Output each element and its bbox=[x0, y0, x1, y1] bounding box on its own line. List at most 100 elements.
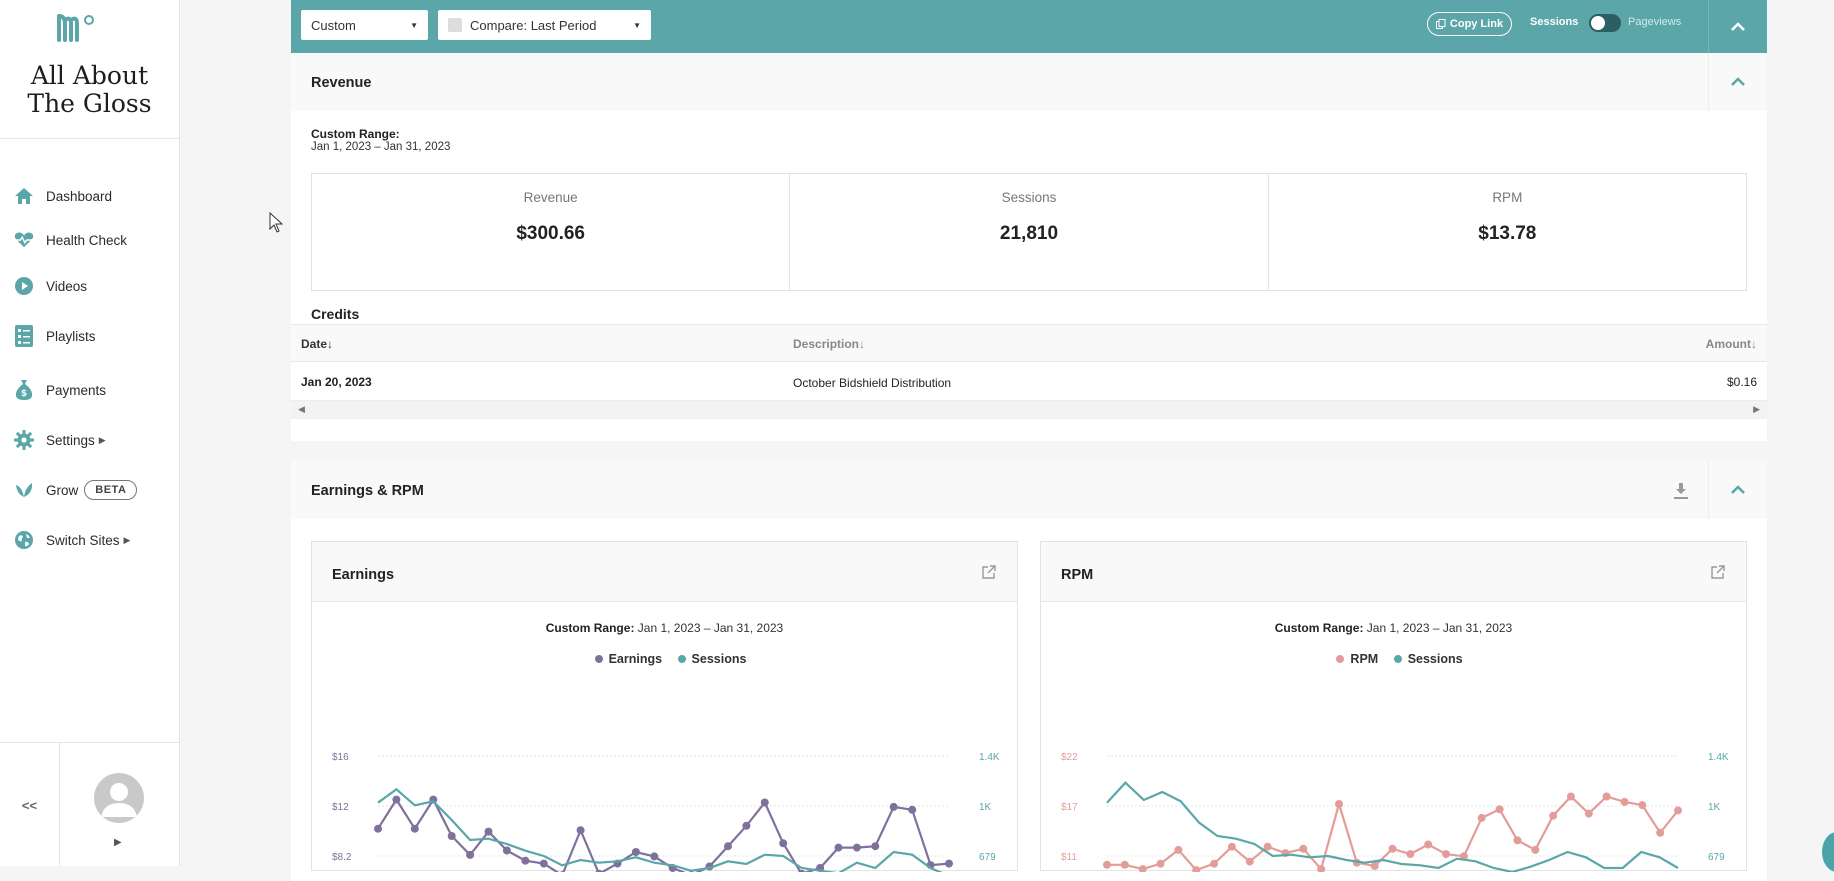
data-point[interactable] bbox=[410, 824, 419, 833]
data-point[interactable] bbox=[631, 848, 640, 856]
date-range-select[interactable]: Custom ▼ bbox=[301, 10, 428, 40]
data-point[interactable] bbox=[724, 842, 732, 851]
legend-earnings[interactable]: Earnings bbox=[608, 652, 663, 666]
data-point[interactable] bbox=[1620, 797, 1629, 806]
copy-link-button[interactable]: Copy Link bbox=[1427, 12, 1512, 36]
series-line-sessions bbox=[1106, 781, 1679, 872]
external-link-icon[interactable] bbox=[981, 564, 997, 580]
data-point[interactable] bbox=[889, 802, 898, 811]
legend-sessions[interactable]: Sessions bbox=[691, 652, 747, 666]
data-point[interactable] bbox=[650, 852, 659, 861]
sidebar-item-payments[interactable]: $ Payments bbox=[0, 380, 178, 400]
data-point[interactable] bbox=[1656, 828, 1665, 837]
logo-area: All About The Gloss bbox=[0, 0, 179, 139]
compare-swatch bbox=[448, 18, 462, 32]
data-point[interactable] bbox=[1174, 845, 1183, 854]
data-point[interactable] bbox=[1227, 842, 1236, 851]
sidebar-item-playlists[interactable]: Playlists bbox=[0, 325, 178, 347]
table-horizontal-scrollbar[interactable]: ◀ ▶ bbox=[291, 401, 1767, 419]
sidebar-item-settings[interactable]: Settings ▶ bbox=[0, 430, 178, 450]
rpm-chart: $22 1.4K $17 1K $11 679 bbox=[1061, 752, 1729, 872]
data-point[interactable] bbox=[447, 832, 456, 840]
home-icon bbox=[14, 186, 34, 206]
data-point[interactable] bbox=[466, 850, 475, 859]
caret-right-icon[interactable]: ▶ bbox=[114, 837, 122, 848]
data-point[interactable] bbox=[742, 821, 751, 830]
data-point[interactable] bbox=[852, 843, 861, 852]
chart-title: RPM bbox=[1061, 567, 1094, 583]
data-point[interactable] bbox=[1245, 857, 1254, 866]
sidebar-item-label: Dashboard bbox=[46, 188, 113, 204]
data-point[interactable] bbox=[945, 859, 953, 868]
compare-select[interactable]: Compare: Last Period ▼ bbox=[438, 10, 651, 40]
collapse-revenue-button[interactable] bbox=[1708, 53, 1767, 111]
site-logo[interactable] bbox=[56, 12, 104, 46]
data-point[interactable] bbox=[558, 871, 566, 872]
collapse-sidebar-button[interactable]: << bbox=[0, 743, 60, 867]
data-point[interactable] bbox=[374, 824, 382, 833]
column-amount[interactable]: Amount↓ bbox=[1706, 337, 1757, 351]
legend-rpm[interactable]: RPM bbox=[1350, 652, 1379, 666]
data-point[interactable] bbox=[484, 827, 493, 836]
revenue-panel: Revenue Custom Range: Jan 1, 2023 – Jan … bbox=[291, 53, 1767, 441]
data-point[interactable] bbox=[1424, 840, 1433, 849]
data-point[interactable] bbox=[1156, 859, 1165, 868]
data-point[interactable] bbox=[1477, 813, 1486, 822]
data-point[interactable] bbox=[1495, 805, 1504, 814]
column-description-label: Description bbox=[793, 337, 860, 351]
sidebar-item-switch-sites[interactable]: Switch Sites ▶ bbox=[0, 530, 178, 550]
data-point[interactable] bbox=[595, 869, 603, 872]
y-left-tick-label: $16 bbox=[332, 752, 349, 763]
data-point[interactable] bbox=[1442, 850, 1450, 859]
data-point[interactable] bbox=[1602, 792, 1611, 801]
data-point[interactable] bbox=[1531, 845, 1540, 854]
scroll-left-icon[interactable]: ◀ bbox=[298, 404, 305, 414]
data-point[interactable] bbox=[1210, 859, 1219, 868]
data-point[interactable] bbox=[1584, 809, 1593, 818]
data-point[interactable] bbox=[908, 805, 917, 814]
data-point[interactable] bbox=[1120, 860, 1129, 869]
legend-sessions[interactable]: Sessions bbox=[1407, 652, 1463, 666]
data-point[interactable] bbox=[392, 795, 401, 804]
sidebar-item-grow[interactable]: Grow BETA bbox=[0, 480, 178, 500]
data-point[interactable] bbox=[1674, 806, 1682, 815]
data-point[interactable] bbox=[1263, 842, 1272, 851]
column-description[interactable]: Description↓ bbox=[793, 337, 865, 351]
y-right-tick-label: 1.4K bbox=[1708, 752, 1729, 763]
data-point[interactable] bbox=[576, 826, 585, 835]
data-point[interactable] bbox=[1138, 865, 1147, 872]
collapse-toolbar-button[interactable] bbox=[1708, 0, 1767, 53]
sidebar-item-health-check[interactable]: Health Check bbox=[0, 230, 178, 250]
data-point[interactable] bbox=[1549, 811, 1558, 820]
data-point[interactable] bbox=[1566, 792, 1575, 801]
sidebar-item-videos[interactable]: Videos bbox=[0, 276, 178, 296]
data-point[interactable] bbox=[834, 843, 843, 852]
stat-value: 21,810 bbox=[999, 223, 1059, 244]
data-point[interactable] bbox=[779, 839, 788, 848]
column-date[interactable]: Date↓ bbox=[301, 337, 333, 351]
data-point[interactable] bbox=[1299, 844, 1308, 853]
data-point[interactable] bbox=[521, 856, 530, 865]
earnings-chart-card: Earnings Custom Range: Jan 1, 2023 – Jan… bbox=[311, 541, 1018, 872]
sessions-pageviews-toggle[interactable] bbox=[1589, 14, 1621, 32]
avatar[interactable] bbox=[94, 773, 144, 823]
data-point[interactable] bbox=[1335, 800, 1343, 808]
external-link-icon[interactable] bbox=[1710, 564, 1726, 580]
data-point[interactable] bbox=[1103, 860, 1111, 869]
sidebar-footer: << ▶ bbox=[0, 742, 180, 867]
stat-label: Sessions bbox=[1001, 190, 1057, 205]
data-point[interactable] bbox=[871, 842, 880, 851]
data-point[interactable] bbox=[539, 859, 548, 868]
data-point[interactable] bbox=[760, 798, 769, 807]
data-point[interactable] bbox=[502, 846, 511, 855]
data-point[interactable] bbox=[1406, 850, 1415, 859]
data-point[interactable] bbox=[1388, 844, 1397, 853]
scroll-right-icon[interactable]: ▶ bbox=[1753, 404, 1760, 414]
chat-widget-button[interactable] bbox=[1822, 832, 1834, 872]
data-point[interactable] bbox=[1638, 801, 1647, 810]
download-icon[interactable] bbox=[1673, 482, 1689, 500]
column-date-label: Date bbox=[301, 337, 328, 351]
sidebar-item-dashboard[interactable]: Dashboard bbox=[0, 186, 178, 206]
collapse-earnings-button[interactable] bbox=[1708, 461, 1767, 519]
data-point[interactable] bbox=[1513, 836, 1522, 845]
